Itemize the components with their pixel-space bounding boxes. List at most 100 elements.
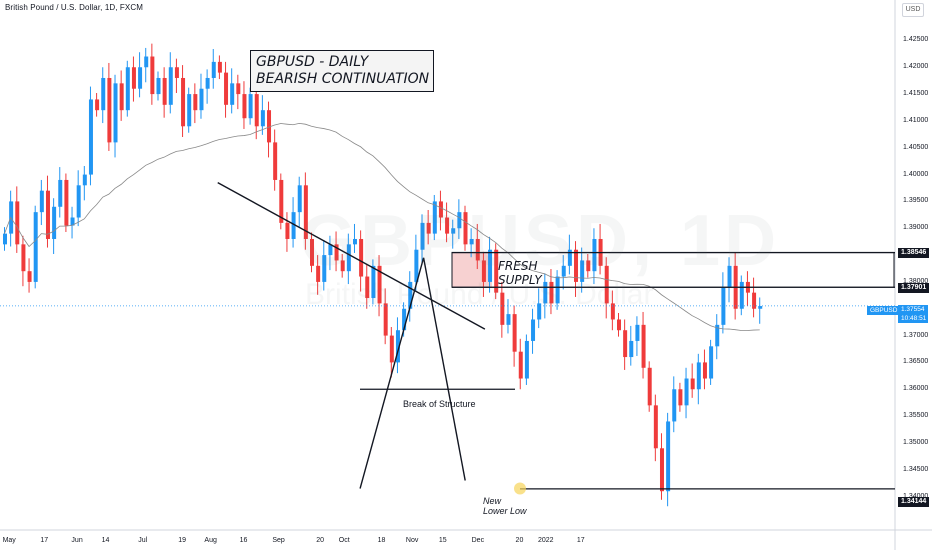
price-tag-1-38546: 1.38546 [898,248,930,258]
candle-body [76,185,81,218]
projection-line [422,257,466,481]
x-tick-label: 14 [101,537,110,544]
candle-body [414,249,419,282]
x-tick-label: 18 [377,537,386,544]
candle-body [52,206,57,239]
candle-body [242,94,247,119]
x-tick-label: Dec [471,537,485,544]
candle-body [469,238,474,245]
candle-body [481,260,486,282]
candle-body [21,244,26,272]
x-tick-label: 17 [576,537,585,544]
candle-body [365,276,370,299]
candle-body [267,110,272,143]
candle-body [70,217,75,226]
candle-body [254,94,259,127]
candle-body [150,56,155,95]
candle-body [64,179,69,226]
symbol-header: British Pound / U.S. Dollar, 1D, FXCM [5,3,143,12]
candle-body [438,201,443,218]
candle-body [113,83,118,143]
x-tick-label: Jun [71,537,83,544]
candle-body [702,362,707,379]
candle-body [684,378,689,406]
candle-body [549,281,554,304]
candle-body [181,77,186,127]
candle-body [709,346,714,379]
candle-body [3,233,7,245]
x-tick-label: 2022 [537,537,554,544]
candle-body [494,249,499,293]
candle-body [555,276,560,304]
candle-body [193,94,198,111]
title-line-1: GBPUSD - DAILY [256,54,369,70]
candle-body [205,77,210,89]
candle-body [316,265,321,282]
x-tick-label: Jul [138,537,148,544]
candle-body [500,292,505,325]
watermark-symbol: GBPUSD, 1D [300,201,781,281]
current-price-tag: 1.37554 10:48:51 [898,305,928,323]
rising-trendline [359,257,425,489]
candle-body [328,244,333,256]
candle-body [617,319,621,331]
candle-body [39,190,44,213]
candle-body [696,362,701,390]
candle-body [224,72,229,105]
candle-body [389,335,394,363]
candle-body [260,110,265,127]
candle-body [432,201,437,234]
candle-body [125,67,130,111]
candle-body [144,56,149,68]
candle-body [488,249,493,282]
candle-body [408,281,413,309]
candle-body [610,303,615,320]
y-tick-label: 1.34000 [903,493,928,500]
y-tick-label: 1.36000 [903,385,929,393]
y-tick-label: 1.37000 [903,331,929,339]
candle-body [9,201,14,234]
symbol-price-tag: GBPUSD [867,306,901,315]
candle-body [45,190,50,239]
candle-body [168,67,173,105]
candle-body [340,260,345,272]
fresh-supply-label: FRESH SUPPLY [498,259,542,287]
candle-body [199,88,204,111]
x-tick-label: 20 [316,537,325,544]
y-tick-label: 1.35500 [903,412,929,420]
moving-average-line [4,122,760,331]
candle-body [285,222,290,239]
candle-body [402,308,407,331]
y-tick-label: 1.38000 [903,277,929,285]
candle-body [561,265,566,277]
x-tick-label: Sep [272,537,285,544]
candle-body [88,99,93,175]
candle-body [506,314,511,325]
candle-body [359,238,364,277]
x-tick-label: 17 [40,537,49,544]
candle-body [82,174,87,186]
candle-body [95,99,100,111]
candle-body [715,324,720,347]
candle-body [727,265,732,288]
candle-body [518,351,523,379]
candle-body [463,212,468,245]
y-tick-label: 1.41000 [903,116,929,124]
candle-body [524,340,529,379]
candle-body [371,265,376,299]
candle-body [211,61,216,78]
y-tick-label: 1.36500 [903,358,929,366]
candle-body [303,185,308,239]
candle-body [138,67,143,89]
candle-body [690,378,695,390]
y-tick-label: 1.35000 [903,438,929,446]
candle-body [543,281,548,304]
candle-body [27,271,32,282]
candle-body [666,421,671,492]
candle-body [291,212,296,239]
currency-button[interactable]: USD [902,3,924,17]
lower-low-highlight [514,482,526,495]
candle-body [574,249,579,282]
x-tick-label: May [2,537,16,544]
